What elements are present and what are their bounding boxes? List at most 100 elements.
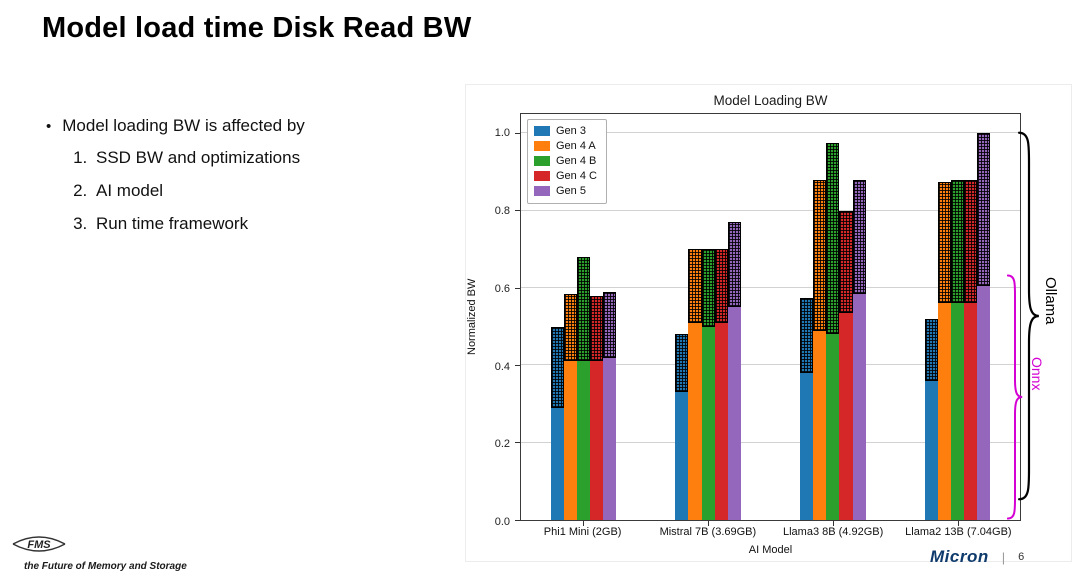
bar-solid-gen-4-a <box>813 330 827 520</box>
y-tick-mark <box>515 364 520 366</box>
x-tick-mark <box>957 521 959 526</box>
slide-title: Model load time Disk Read BW <box>42 12 472 44</box>
bar-solid-gen-4-c <box>589 361 604 520</box>
legend-swatch <box>534 186 550 196</box>
bullet-block: • Model loading BW is affected by SSD BW… <box>46 116 305 247</box>
legend-swatch <box>534 171 550 181</box>
bar-solid-gen-4-a <box>563 361 577 520</box>
x-tick-label: Mistral 7B (3.69GB) <box>659 526 757 538</box>
bar-solid-gen-4-c <box>839 313 853 520</box>
onnx-annotation: Onnx <box>1029 357 1045 391</box>
bar-solid-gen-4-a <box>937 303 952 520</box>
gridline <box>521 364 1020 366</box>
y-tick-mark <box>515 287 520 289</box>
y-axis-ticks: 0.0 0.2 0.4 0.6 0.8 1.0 <box>474 113 516 528</box>
page-number: 6 <box>1018 551 1025 563</box>
bar-solid-gen-4-b <box>701 326 715 520</box>
bar-hatched-gen-3 <box>550 326 564 408</box>
gridline <box>521 132 1020 134</box>
bar-hatched-gen-4-a <box>813 179 827 331</box>
bar-solid-gen-3 <box>924 380 938 520</box>
bar-hatched-gen-3 <box>675 334 689 393</box>
x-tick-label: Phi1 Mini (2GB) <box>543 526 622 538</box>
y-tick-mark <box>515 442 520 444</box>
y-tick-label: 1.0 <box>494 127 510 140</box>
bar-hatched-gen-3 <box>924 318 938 381</box>
legend-label: Gen 4 C <box>556 170 597 182</box>
bar-solid-gen-4-b <box>826 334 840 520</box>
bullet-item-1: SSD BW and optimizations <box>92 148 305 168</box>
y-tick-label: 0.8 <box>494 205 510 218</box>
fms-logo-icon: FMS <box>12 536 66 552</box>
legend-label: Gen 4 B <box>556 155 597 167</box>
gridline <box>521 441 1020 443</box>
onnx-brace <box>1007 273 1023 521</box>
legend-item: Gen 5 <box>534 185 597 197</box>
legend-label: Gen 4 A <box>556 140 596 152</box>
y-tick-mark <box>515 519 520 521</box>
bullet-icon: • <box>46 118 52 135</box>
x-axis-label: AI Model <box>748 544 793 556</box>
x-axis-ticks: Phi1 Mini (2GB) Mistral 7B (3.69GB) Llama3… <box>520 526 1021 541</box>
bullet-item-2: AI model <box>92 181 305 201</box>
bar-hatched-gen-4-a <box>937 181 952 304</box>
bar-hatched-gen-4-a <box>563 293 577 362</box>
gridline <box>521 287 1020 288</box>
bar-solid-gen-4-b <box>576 361 590 520</box>
bar-hatched-gen-4-c <box>714 249 728 323</box>
bar-hatched-gen-4-b <box>826 143 840 335</box>
bar-solid-gen-3 <box>675 392 689 520</box>
x-tick-label: Llama2 13B (7.04GB) <box>905 526 1012 538</box>
bar-hatched-gen-5 <box>727 222 741 308</box>
y-tick-label: 0.4 <box>494 360 510 373</box>
bar-hatched-gen-5 <box>603 291 617 358</box>
bullet-main: • Model loading BW is affected by <box>46 116 305 136</box>
bar-solid-gen-3 <box>800 373 814 520</box>
bar-solid-gen-4-c <box>964 303 978 520</box>
bar-solid-gen-5 <box>977 286 991 520</box>
bar-solid-gen-5 <box>603 357 617 520</box>
micron-logo: Micron <box>930 547 989 566</box>
ollama-brace <box>1018 129 1040 503</box>
fms-footer: FMS the Future of Memory and Storage <box>10 528 187 572</box>
plot-area <box>515 113 1021 526</box>
x-tick-mark <box>583 521 585 526</box>
bar-solid-gen-5 <box>852 293 866 520</box>
x-tick-mark <box>708 521 710 526</box>
y-tick-label: 0.0 <box>494 516 510 528</box>
onnx-brace-path <box>1008 275 1022 518</box>
bar-hatched-gen-4-c <box>589 295 604 362</box>
legend-label: Gen 5 <box>556 185 586 197</box>
bar-hatched-gen-5 <box>977 133 991 287</box>
legend-item: Gen 4 C <box>534 170 597 182</box>
y-tick-mark <box>515 210 520 212</box>
fms-tagline: the Future of Memory and Storage <box>24 561 187 572</box>
bar-hatched-gen-5 <box>852 179 866 294</box>
legend-item: Gen 3 <box>534 125 597 137</box>
slide-footer-right: Micron | 6 <box>930 547 1024 567</box>
legend-item: Gen 4 B <box>534 155 597 167</box>
chart-figure: Model Loading BW Normalized BW 0.0 0.2 0.4… <box>465 84 1072 562</box>
bar-solid-gen-5 <box>727 307 741 520</box>
bar-solid-gen-3 <box>550 407 564 520</box>
ollama-annotation: Ollama <box>1042 277 1059 325</box>
legend-swatch <box>534 126 550 136</box>
y-tick-mark <box>515 132 520 134</box>
legend-swatch <box>534 156 550 166</box>
chart-legend: Gen 3 Gen 4 A Gen 4 B Gen 4 C Gen 5 <box>527 119 607 204</box>
bar-solid-gen-4-a <box>688 322 702 520</box>
footer-divider: | <box>1001 549 1006 565</box>
y-tick-label: 0.6 <box>494 282 510 295</box>
legend-swatch <box>534 141 550 151</box>
chart-title: Model Loading BW <box>713 93 828 108</box>
bar-hatched-gen-4-a <box>688 249 702 323</box>
bar-hatched-gen-4-b <box>701 249 715 327</box>
bar-hatched-gen-3 <box>800 297 814 374</box>
legend-label: Gen 3 <box>556 125 586 137</box>
bullet-list: SSD BW and optimizations AI model Run ti… <box>92 148 305 234</box>
bar-hatched-gen-4-b <box>951 179 965 304</box>
bar-hatched-gen-4-c <box>964 179 978 304</box>
bullet-item-3: Run time framework <box>92 214 305 234</box>
fms-logo-text: FMS <box>27 539 51 551</box>
